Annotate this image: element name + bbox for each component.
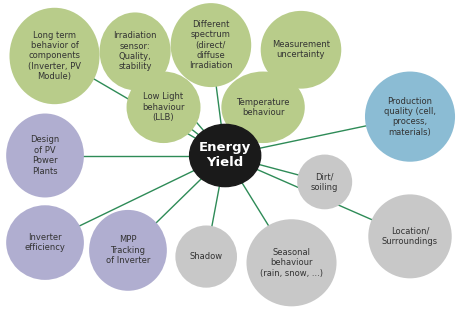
- Text: Inverter
efficiency: Inverter efficiency: [25, 233, 65, 252]
- Ellipse shape: [6, 114, 84, 197]
- Text: Temperature
behaviour: Temperature behaviour: [237, 98, 290, 117]
- Ellipse shape: [89, 210, 167, 291]
- Ellipse shape: [9, 8, 100, 104]
- Ellipse shape: [190, 124, 261, 187]
- Text: Dirt/
soiling: Dirt/ soiling: [311, 172, 338, 192]
- Text: Location/
Surroundings: Location/ Surroundings: [382, 227, 438, 246]
- Text: Energy
Yield: Energy Yield: [199, 142, 251, 169]
- Text: Long term
behavior of
components
(Inverter, PV
Module): Long term behavior of components (Invert…: [28, 31, 81, 81]
- Text: Seasonal
behaviour
(rain, snow, ...): Seasonal behaviour (rain, snow, ...): [260, 248, 323, 278]
- Text: Measurement
uncertainty: Measurement uncertainty: [272, 40, 330, 59]
- Ellipse shape: [6, 205, 84, 280]
- Text: Design
of PV
Power
Plants: Design of PV Power Plants: [30, 135, 60, 176]
- Ellipse shape: [368, 194, 452, 278]
- Ellipse shape: [221, 72, 305, 143]
- Ellipse shape: [365, 72, 455, 162]
- Ellipse shape: [171, 3, 251, 87]
- Text: Different
spectrum
(direct/
diffuse
Irradiation: Different spectrum (direct/ diffuse Irra…: [189, 20, 233, 70]
- Text: Shadow: Shadow: [190, 252, 223, 261]
- Text: MPP
Tracking
of Inverter: MPP Tracking of Inverter: [106, 235, 150, 265]
- Ellipse shape: [261, 11, 341, 89]
- Text: Irradiation
sensor:
Quality,
stability: Irradiation sensor: Quality, stability: [113, 31, 157, 72]
- Text: Low Light
behaviour
(LLB): Low Light behaviour (LLB): [142, 92, 185, 122]
- Ellipse shape: [100, 12, 171, 90]
- Ellipse shape: [297, 155, 352, 209]
- Ellipse shape: [175, 225, 237, 288]
- Ellipse shape: [127, 72, 201, 143]
- Ellipse shape: [246, 219, 337, 306]
- Text: Production
quality (cell,
process,
materials): Production quality (cell, process, mater…: [384, 96, 436, 137]
